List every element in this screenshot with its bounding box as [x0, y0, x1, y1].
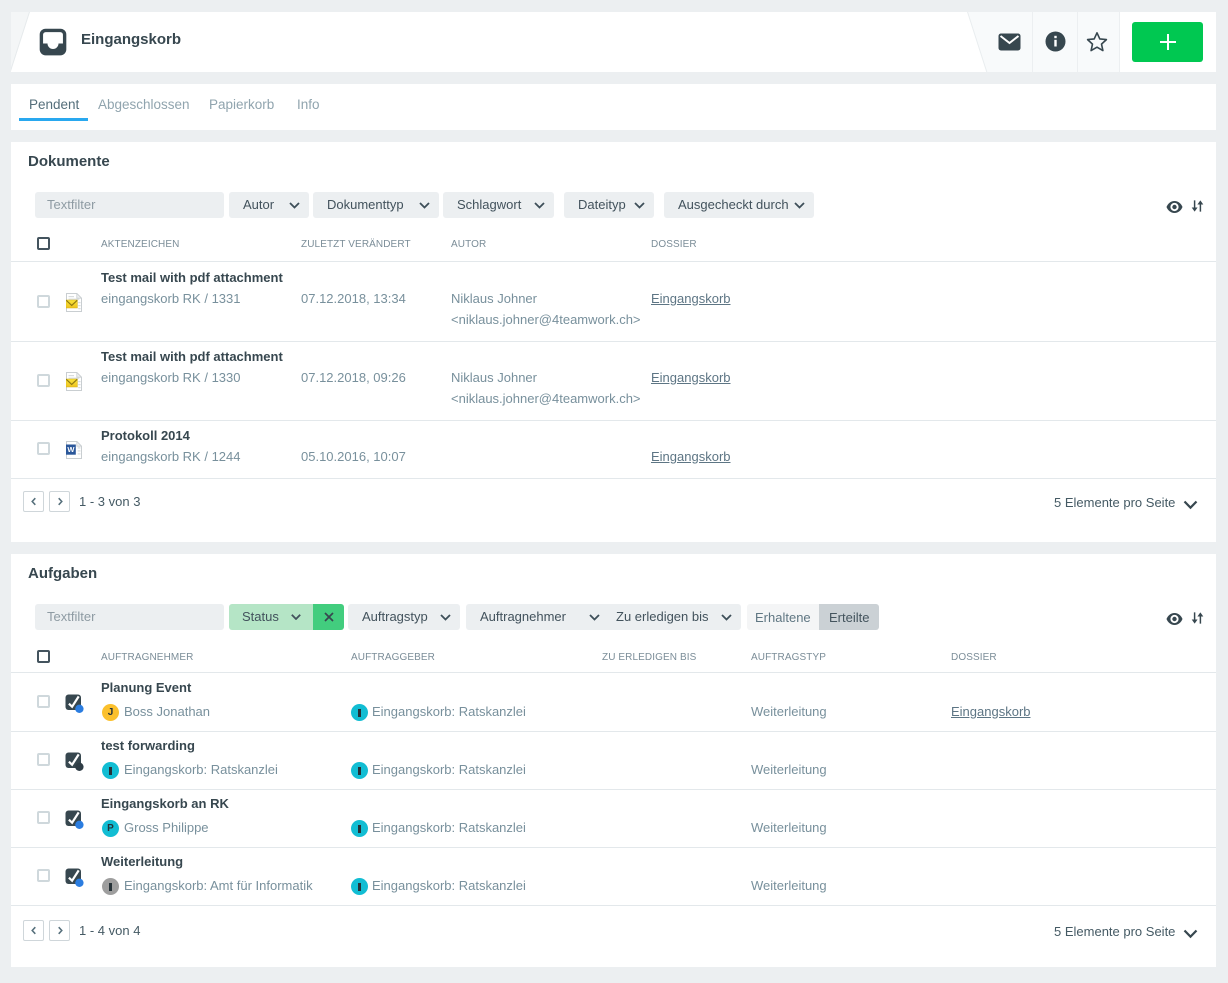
- svg-text:W: W: [67, 445, 75, 454]
